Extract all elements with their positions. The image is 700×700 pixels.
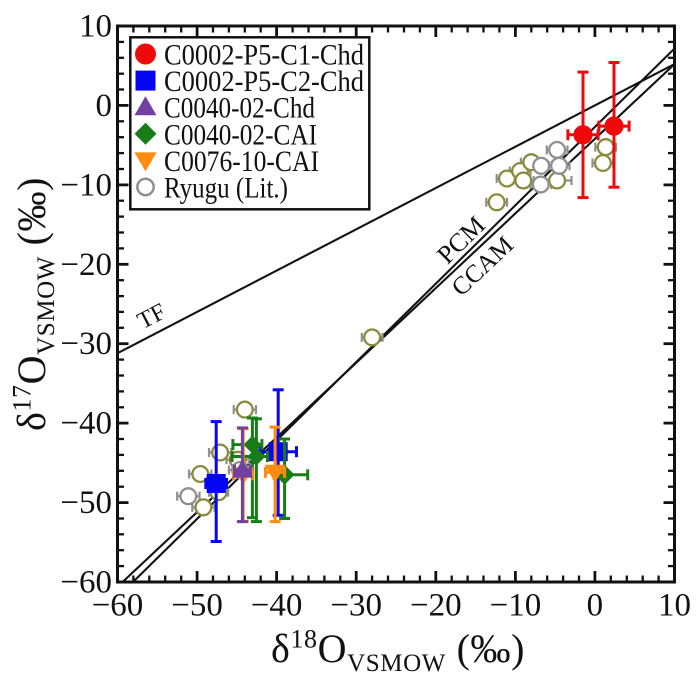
svg-text:−40: −40 (251, 588, 303, 624)
svg-text:δ17OVSMOW (‰): δ17OVSMOW (‰) (8, 177, 61, 431)
svg-text:C0002-P5-C2-Chd: C0002-P5-C2-Chd (164, 65, 364, 98)
svg-text:Ryugu (Lit.): Ryugu (Lit.) (164, 172, 288, 205)
svg-text:−50: −50 (171, 588, 223, 624)
svg-text:C0076-10-CAI: C0076-10-CAI (164, 145, 319, 178)
svg-text:0: 0 (96, 88, 113, 124)
svg-text:C0040-02-CAI: C0040-02-CAI (164, 118, 317, 151)
svg-text:0: 0 (587, 588, 604, 624)
svg-text:−30: −30 (60, 326, 112, 362)
svg-text:−50: −50 (60, 485, 112, 521)
svg-text:C0040-02-Chd: C0040-02-Chd (164, 92, 315, 125)
svg-text:−10: −10 (490, 588, 542, 624)
svg-text:−60: −60 (60, 565, 112, 601)
svg-text:−40: −40 (60, 406, 112, 442)
svg-text:C0002-P5-C1-Chd: C0002-P5-C1-Chd (164, 39, 364, 72)
svg-text:10: 10 (658, 588, 691, 624)
svg-text:−20: −20 (410, 588, 462, 624)
svg-text:−60: −60 (92, 588, 144, 624)
svg-text:−10: −10 (60, 167, 112, 203)
svg-text:−20: −20 (60, 247, 112, 283)
svg-text:−30: −30 (330, 588, 382, 624)
svg-text:10: 10 (79, 9, 112, 45)
